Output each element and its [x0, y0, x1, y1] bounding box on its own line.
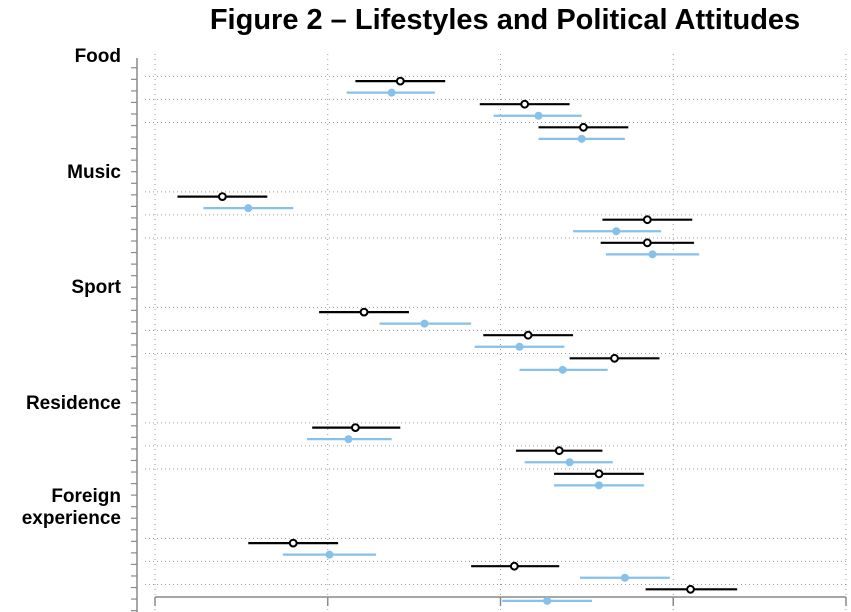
point-estimate	[577, 134, 586, 143]
point-estimate	[325, 550, 334, 559]
group-label: Residence	[26, 393, 121, 415]
estimate-layer	[177, 76, 738, 605]
point-estimate	[565, 458, 574, 467]
point-estimate	[554, 446, 564, 456]
chart-title: Figure 2 – Lifestyles and Political Atti…	[209, 4, 801, 36]
point-estimate	[515, 342, 524, 351]
point-estimate	[387, 88, 396, 97]
group-label-line: Food	[74, 46, 121, 67]
point-estimate	[509, 561, 519, 571]
point-estimate	[620, 573, 629, 582]
point-estimate	[558, 365, 567, 374]
point-estimate	[520, 99, 530, 109]
point-estimate	[612, 227, 621, 236]
grid-layer	[145, 54, 848, 612]
group-label-line: Residence	[25, 392, 121, 414]
point-estimate	[642, 215, 652, 225]
point-estimate	[244, 204, 253, 213]
point-estimate	[594, 481, 603, 490]
group-label-line: Sport	[71, 277, 121, 298]
point-estimate	[610, 353, 619, 363]
point-estimate	[288, 538, 298, 548]
point-estimate	[579, 122, 588, 132]
group-label-line: Foreign	[51, 486, 121, 507]
point-estimate	[359, 307, 369, 317]
point-estimate	[594, 469, 604, 479]
group-label: Music	[67, 162, 121, 184]
group-label: Food	[75, 46, 121, 68]
point-estimate	[350, 423, 360, 433]
group-label-line: Music	[67, 161, 121, 183]
point-estimate	[420, 319, 429, 328]
point-estimate	[534, 111, 543, 120]
group-label: Foreign experience	[22, 486, 121, 530]
point-estimate	[543, 596, 552, 605]
point-estimate	[523, 330, 533, 340]
group-label-line: experience	[21, 508, 121, 529]
point-estimate	[217, 192, 227, 202]
point-estimate	[642, 238, 652, 248]
group-label: Sport	[71, 277, 121, 299]
point-estimate	[344, 435, 353, 444]
point-estimate	[686, 584, 695, 594]
axes	[131, 58, 847, 612]
point-estimate	[395, 76, 405, 86]
point-estimate	[648, 250, 657, 259]
